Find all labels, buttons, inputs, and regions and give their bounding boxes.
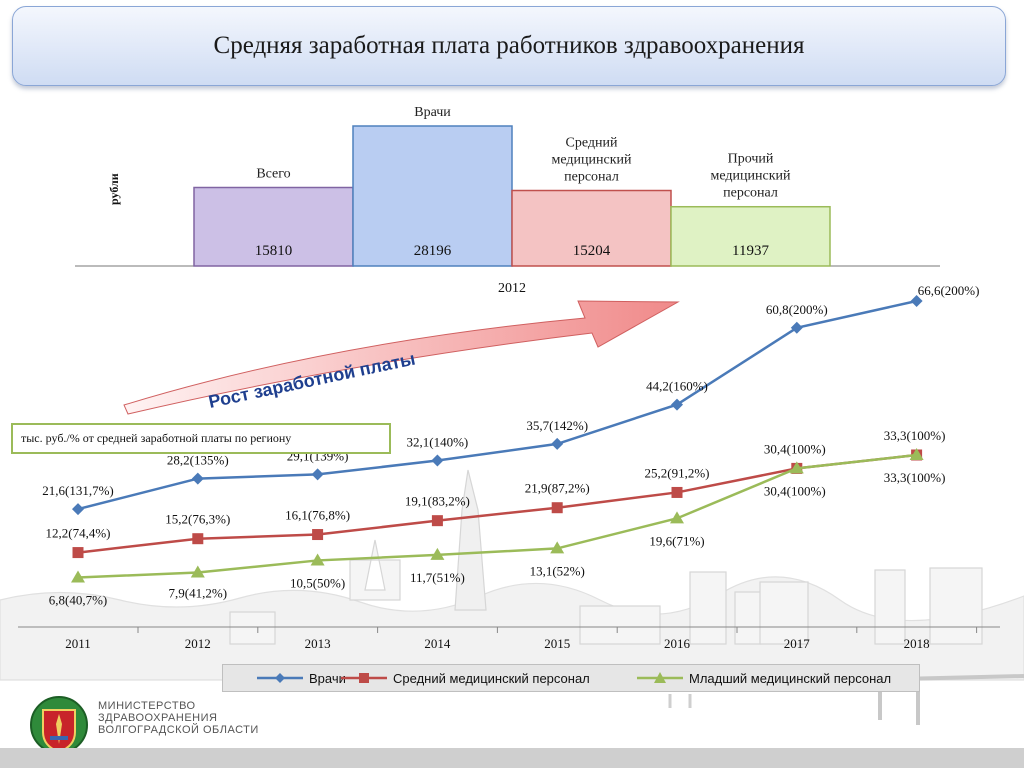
legend-marker-diamond — [257, 673, 303, 683]
legend-item-junior-staff: Младший медицинский персонал — [637, 665, 891, 691]
background-skyline — [0, 469, 1024, 725]
series-1-data-label-5: 25,2(91,2%) — [645, 465, 710, 480]
growth-arrow: Рост заработной платы — [123, 300, 680, 415]
units-note: тыс. руб./% от средней заработной платы … — [11, 423, 391, 454]
legend-label-doctors: Врачи — [309, 670, 346, 686]
bar-2 — [511, 189, 672, 267]
bar-y-axis-label: рубли — [107, 173, 121, 205]
series-0-data-label-5: 44,2(160%) — [646, 379, 708, 394]
bar-category-label-0: Всего — [256, 166, 290, 181]
series-1-point-2 — [312, 529, 324, 541]
series-2-data-label-3: 11,7(51%) — [410, 570, 465, 585]
series-0-point-5 — [671, 398, 683, 411]
series-1-point-3 — [431, 515, 443, 527]
series-1-data-label-2: 16,1(76,8%) — [285, 508, 350, 523]
series-0-point-3 — [431, 454, 444, 467]
series-1-point-4 — [551, 502, 563, 514]
series-1-data-label-7: 33,3(100%) — [884, 428, 946, 443]
x-tick-label-0: 2011 — [65, 636, 91, 651]
series-1-point-5 — [671, 486, 683, 498]
legend-marker-square — [341, 673, 387, 683]
x-tick-label-2: 2013 — [305, 636, 331, 651]
legend-label-junior-staff: Младший медицинский персонал — [689, 670, 892, 686]
series-2-data-label-7: 33,3(100%) — [884, 470, 946, 485]
ministry-line-2: ЗДРАВООХРАНЕНИЯ — [98, 712, 218, 724]
bar-category-label-3: Прочий медицинский персонал — [711, 152, 791, 201]
coat-of-arms-icon — [30, 696, 88, 754]
legend-item-doctors: Врачи — [257, 665, 346, 691]
series-1-data-label-3: 19,1(83,2%) — [405, 494, 470, 509]
legend-label-middle-staff: Средний медицинский персонал — [393, 670, 590, 686]
series-line-0 — [77, 299, 917, 511]
series-2-point-6 — [789, 461, 804, 474]
series-2-data-label-2: 10,5(50%) — [290, 575, 345, 590]
legend: Врачи Средний медицинский персонал Младш… — [222, 664, 920, 692]
series-1-data-label-1: 15,2(76,3%) — [165, 512, 230, 527]
series-1-data-label-4: 21,9(87,2%) — [525, 481, 590, 496]
ministry-line-1: МИНИСТЕРСТВО — [98, 700, 196, 712]
series-0-point-1 — [191, 472, 204, 485]
series-2-data-label-5: 19,6(71%) — [649, 533, 704, 548]
series-1-point-0 — [72, 547, 84, 559]
x-tick-label-4: 2015 — [544, 636, 570, 651]
series-2-point-1 — [190, 565, 205, 578]
bar-3 — [670, 205, 831, 267]
x-tick-label-1: 2012 — [185, 636, 211, 651]
series-0-data-label-4: 35,7(142%) — [526, 418, 588, 433]
series-line-1 — [77, 453, 917, 554]
ministry-name: МИНИСТЕРСТВО ЗДРАВООХРАНЕНИЯ ВОЛГОГРАДСК… — [98, 700, 259, 736]
bar-x-label: 2012 — [498, 281, 526, 296]
series-0-data-label-7: 66,6(200%) — [918, 283, 980, 298]
line-chart-2011-2018: 2011 2012 2013 2014 2015 2016 2017 2018 21,6(131… — [18, 283, 1000, 651]
legend-marker-triangle — [637, 672, 683, 683]
series-2-data-label-6: 30,4(100%) — [764, 483, 826, 498]
series-2-point-4 — [550, 541, 565, 554]
bar-category-label-1: Врачи — [414, 105, 451, 120]
bar-1 — [352, 125, 513, 267]
series-2-point-3 — [430, 547, 445, 560]
bar-chart-2012: рубли 2012 15810 Всего 28196 Врачи 15204 Средни… — [75, 105, 940, 296]
series-1-point-1 — [192, 533, 204, 545]
series-2-point-7 — [909, 447, 924, 460]
series-2-data-label-4: 13,1(52%) — [530, 563, 585, 578]
bar-category-label-2: Средний медицинский персонал — [552, 136, 632, 185]
series-0-data-label-0: 21,6(131,7%) — [42, 483, 114, 498]
series-line-2 — [77, 453, 917, 579]
series-2-point-0 — [71, 570, 85, 583]
series-1-data-label-0: 12,2(74,4%) — [46, 526, 111, 541]
series-1-data-label-6: 30,4(100%) — [764, 441, 826, 456]
ministry-logo-block: МИНИСТЕРСТВО ЗДРАВООХРАНЕНИЯ ВОЛГОГРАДСК… — [28, 690, 288, 762]
legend-item-middle-staff: Средний медицинский персонал — [341, 665, 590, 691]
x-tick-label-3: 2014 — [424, 636, 451, 651]
series-2-data-label-1: 7,9(41,2%) — [169, 585, 228, 600]
bar-value-label-2: 15204 — [573, 243, 611, 259]
series-0-data-label-6: 60,8(200%) — [766, 302, 828, 317]
x-tick-label-6: 2017 — [784, 636, 811, 651]
x-tick-label-5: 2016 — [664, 636, 691, 651]
bar-value-label-1: 28196 — [414, 243, 452, 259]
series-2-data-label-0: 6,8(40,7%) — [49, 593, 108, 608]
series-2-point-2 — [310, 553, 325, 566]
series-2-point-5 — [670, 511, 684, 524]
x-tick-label-7: 2018 — [904, 636, 930, 651]
bar-value-label-0: 15810 — [255, 243, 293, 259]
ministry-line-3: ВОЛГОГРАДСКОЙ ОБЛАСТИ — [98, 724, 259, 736]
series-0-point-7 — [910, 294, 923, 307]
growth-arrow-shape — [123, 300, 680, 415]
series-0-point-4 — [551, 437, 564, 450]
series-0-point-6 — [790, 321, 803, 334]
series-0-data-label-3: 32,1(140%) — [407, 435, 469, 450]
slide-title: Средняя заработная плата работников здра… — [12, 6, 1006, 86]
series-0-point-0 — [72, 503, 84, 516]
series-0-point-2 — [311, 468, 324, 481]
bar-0 — [193, 186, 354, 267]
bottom-strip — [0, 748, 1024, 768]
bar-value-label-3: 11937 — [732, 243, 769, 259]
series-0-data-label-1: 28,2(135%) — [167, 453, 229, 468]
